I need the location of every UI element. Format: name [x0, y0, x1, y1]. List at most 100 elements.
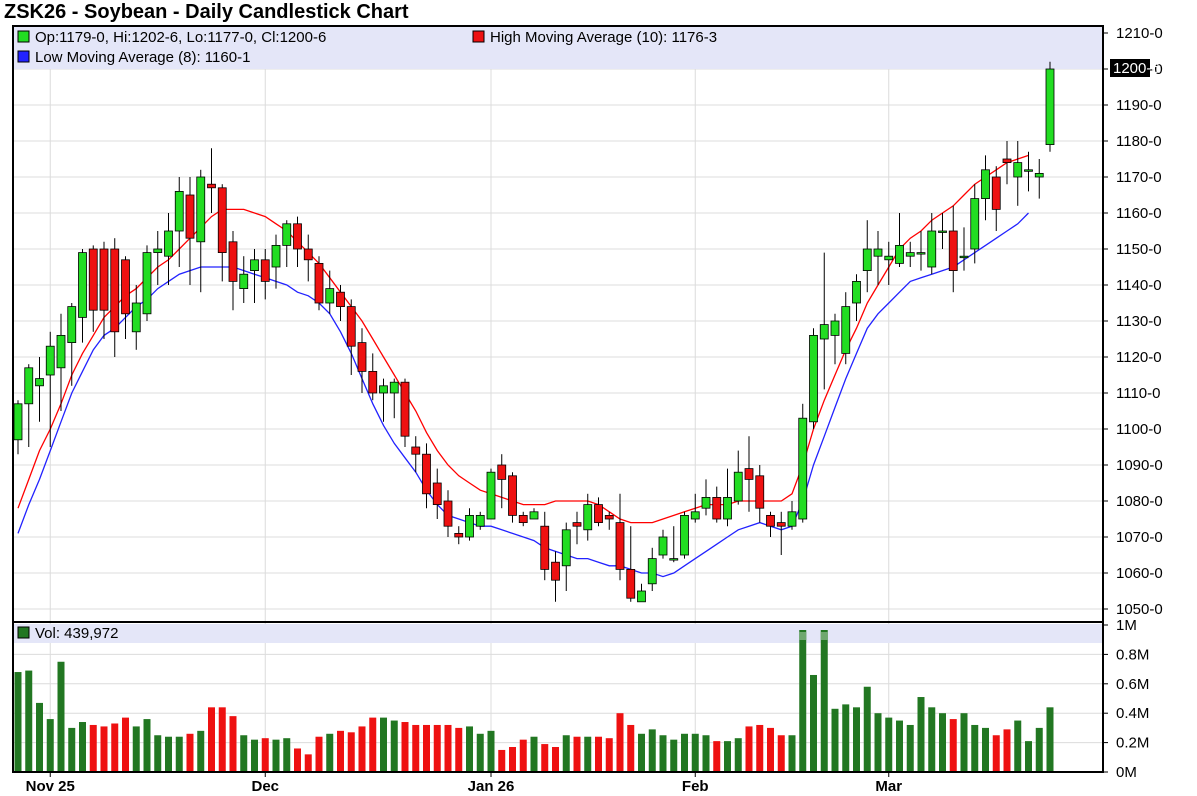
- volume-bar: [530, 736, 538, 772]
- candle-body: [325, 288, 335, 304]
- volume-bar: [863, 686, 871, 772]
- volume-tick-label: 0.4M: [1116, 705, 1149, 722]
- candle-body: [647, 558, 657, 585]
- candle-body: [938, 230, 947, 233]
- candle-body: [905, 252, 915, 257]
- price-tick-label: 1190-0: [1116, 97, 1162, 114]
- volume-bar: [433, 724, 441, 772]
- candle-body: [733, 471, 743, 502]
- volume-bar: [46, 719, 54, 772]
- candle-body: [357, 342, 367, 372]
- legend-low-ma: Low Moving Average (8): 1160-1: [35, 49, 250, 66]
- candlestick: [13, 400, 23, 455]
- candlestick: [45, 331, 55, 447]
- candlestick: [798, 403, 808, 523]
- candlestick: [475, 511, 485, 530]
- candle-body: [346, 306, 356, 347]
- candle-body: [454, 533, 464, 538]
- candle-body: [518, 515, 528, 524]
- last-price-badge: [1110, 59, 1150, 77]
- candlestick: [325, 270, 335, 314]
- volume-bar: [982, 727, 989, 772]
- candle-body: [852, 280, 861, 304]
- date-tick-label: Mar: [875, 778, 902, 795]
- candle-body: [626, 569, 636, 599]
- candle-body: [701, 496, 711, 509]
- candlestick: [927, 213, 937, 275]
- candlestick: [422, 443, 431, 509]
- candle-body: [637, 590, 646, 603]
- volume-bar: [767, 727, 774, 772]
- volume-bar: [691, 733, 699, 772]
- candlestick: [508, 472, 517, 523]
- volume-tick-label: 0M: [1116, 764, 1137, 781]
- moving-average-lines: [17, 154, 1029, 578]
- candlestick: [228, 231, 238, 311]
- candle-body: [368, 370, 378, 394]
- candlestick: [970, 184, 980, 264]
- volume-bar: [218, 707, 226, 772]
- volume-tick-label: 0.6M: [1116, 676, 1149, 693]
- volume-bar: [541, 744, 549, 772]
- volume-bar: [874, 713, 882, 772]
- date-tick-label: Dec: [251, 778, 279, 795]
- volume-bar: [681, 733, 688, 772]
- candlestick: [389, 378, 399, 419]
- price-axis: 1210-01200-01190-01180-01170-01160-01150…: [1103, 25, 1163, 618]
- volume-bar: [810, 674, 817, 772]
- volume-bar: [917, 697, 925, 772]
- price-tick-label: 1060-0: [1116, 565, 1163, 582]
- candle-body: [443, 500, 453, 527]
- volume-bar: [562, 735, 570, 772]
- candle-body: [669, 558, 679, 561]
- volume-bar: [304, 754, 312, 772]
- candlestick: [938, 213, 947, 249]
- candle-body: [1045, 68, 1055, 145]
- grid-lines: [13, 26, 1103, 773]
- volume-bar-clipped-cap: [820, 632, 828, 640]
- candlestick: [1013, 141, 1023, 206]
- volume-bar: [380, 717, 387, 772]
- legend-volume: Vol: 439,972: [35, 625, 118, 642]
- volume-bar: [444, 724, 452, 772]
- candlestick: [379, 378, 388, 422]
- candlestick: [551, 551, 560, 602]
- price-legend-band: [13, 26, 1103, 69]
- volume-bar: [960, 713, 968, 772]
- candlestick: [841, 292, 851, 365]
- volume-bar: [68, 727, 76, 772]
- date-tick-label: Feb: [682, 778, 709, 795]
- volume-legend-band: [13, 624, 1103, 643]
- volume-bar: [605, 738, 613, 772]
- candlestick: [658, 529, 668, 559]
- volume-bar: [788, 735, 796, 772]
- candlestick: [540, 511, 550, 581]
- candlestick: [465, 508, 474, 541]
- candlestick: [314, 256, 324, 311]
- candlestick: [626, 526, 636, 602]
- volume-bar: [186, 733, 194, 772]
- candle-body: [1024, 169, 1033, 172]
- candle-body: [67, 306, 77, 344]
- candle-body: [142, 252, 152, 315]
- candle-body: [1002, 158, 1012, 163]
- candle-body: [766, 515, 775, 527]
- candlestick: [1002, 141, 1012, 185]
- volume-bar: [347, 732, 355, 772]
- volume-bar: [1003, 729, 1011, 772]
- volume-bar: [358, 726, 366, 772]
- candle-body: [475, 515, 485, 527]
- candlestick: [594, 497, 603, 527]
- candlestick: [895, 213, 904, 267]
- candle-body: [680, 515, 689, 556]
- candle-body: [260, 259, 270, 282]
- volume-bar: [573, 736, 581, 772]
- volume-bar: [1035, 727, 1043, 772]
- price-tick-label: 1080-0: [1116, 493, 1163, 510]
- candlestick: [755, 465, 765, 523]
- volume-bar: [175, 736, 183, 772]
- candlestick: [647, 547, 657, 591]
- legend-swatch-low-ma: [17, 50, 30, 63]
- candle-body: [755, 475, 765, 509]
- candle-body: [153, 248, 163, 253]
